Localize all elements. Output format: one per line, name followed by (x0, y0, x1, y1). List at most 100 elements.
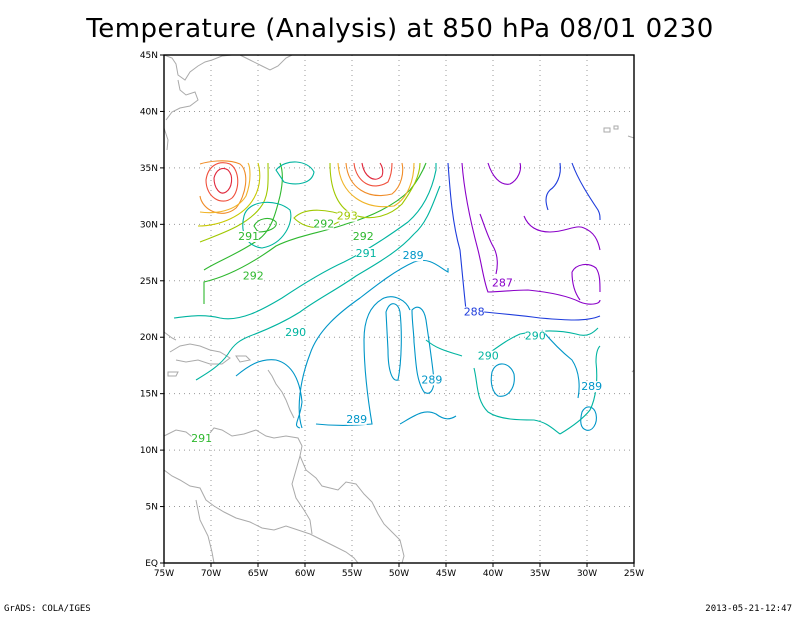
axis-ticks: 75W 70W 65W 60W 55W 50W 45W 40W 35W 30W 25W EQ 5N 10N… (140, 51, 644, 579)
y-tick-label: 40N (140, 107, 158, 117)
x-tick-label: 25W (624, 569, 644, 579)
contour-label-bg (525, 330, 546, 342)
puerto-rico-coast (235, 355, 252, 363)
contour-287-b (487, 162, 522, 185)
contour-287 (461, 162, 601, 305)
temperature-contours (173, 160, 601, 435)
north-america-coast (163, 54, 233, 151)
contour-label: 290 (525, 329, 546, 342)
contour-296 (205, 162, 239, 202)
contour-label-bg (421, 374, 442, 386)
contour-287-d (523, 215, 601, 251)
contour-289-b (315, 296, 411, 427)
y-tick-label: 25N (140, 277, 158, 287)
contour-286 (571, 263, 601, 301)
contour-label: 289 (421, 373, 442, 386)
contour-289-d (399, 411, 457, 425)
south-america-inland (163, 469, 359, 564)
contour-label: 290 (478, 350, 499, 363)
iberia-coast (627, 135, 635, 139)
contour-294-center (337, 162, 415, 208)
contour-297-center (361, 162, 384, 180)
y-tick-label: 30N (140, 220, 158, 230)
contour-label: 288 (464, 306, 485, 319)
contour-293-center (329, 162, 421, 219)
contour-290-c (425, 327, 599, 359)
y-tick-label: 20N (140, 333, 158, 343)
contour-292 (203, 162, 283, 271)
contour-label-bg (581, 381, 602, 393)
contour-297 (213, 167, 233, 194)
contour-label: 291 (238, 230, 259, 243)
lat-lon-grid (164, 55, 634, 563)
south-america-inland-3 (291, 455, 313, 535)
coastlines (163, 54, 635, 564)
x-tick-label: 50W (389, 569, 409, 579)
contour-label: 291 (191, 432, 212, 445)
contour-289-loop2 (580, 406, 597, 431)
contour-289-a (235, 259, 449, 429)
azores-island-2 (613, 125, 619, 130)
contour-287-c (479, 213, 498, 275)
x-tick-label: 55W (342, 569, 362, 579)
contour-label-bg (313, 218, 334, 230)
jamaica-coast (167, 371, 179, 377)
contour-289-c (411, 306, 435, 394)
footer-timestamp: 2013-05-21-12:47 (705, 604, 792, 614)
contour-289-loop (385, 303, 402, 381)
x-tick-label: 75W (154, 569, 174, 579)
contour-label-bg (238, 231, 259, 243)
cuba-coast (163, 331, 177, 341)
contour-label-bg (285, 326, 306, 338)
south-america-inland-2 (195, 499, 215, 564)
contour-295a (199, 160, 247, 214)
contour-label: 291 (356, 247, 377, 260)
footer-grads-credit: GrADS: COLA/IGES (4, 604, 91, 614)
contour-label: 290 (285, 326, 306, 339)
contour-label-bg (492, 277, 513, 289)
contour-label: 287 (492, 276, 513, 289)
contour-label-bg (356, 247, 377, 259)
nova-scotia-coast (239, 54, 293, 71)
south-america-coast (163, 427, 405, 564)
contour-label-bg (478, 350, 499, 362)
x-tick-label: 40W (483, 569, 503, 579)
y-tick-label: 5N (146, 503, 158, 513)
contour-label-bg (403, 250, 424, 262)
x-tick-label: 70W (201, 569, 221, 579)
azores-island (603, 127, 611, 133)
contour-295b (199, 162, 251, 214)
contour-288-c (571, 162, 601, 221)
y-tick-label: 15N (140, 390, 158, 400)
x-tick-label: 35W (530, 569, 550, 579)
contour-289-loop3 (490, 363, 515, 397)
contour-293 (199, 162, 269, 243)
y-tick-label: EQ (145, 559, 158, 569)
contour-295-center (345, 162, 404, 196)
contour-label: 292 (313, 218, 334, 231)
contour-label: 293 (337, 210, 358, 223)
contour-label-bg (243, 270, 264, 282)
contour-label: 289 (403, 249, 424, 262)
x-tick-label: 45W (436, 569, 456, 579)
contour-label-bg (346, 413, 367, 425)
x-tick-label: 65W (248, 569, 268, 579)
y-tick-label: 35N (140, 164, 158, 174)
contour-label: 292 (243, 270, 264, 283)
contour-296-center (353, 162, 393, 187)
contour-label-bg (337, 210, 358, 222)
lesser-antilles (267, 369, 295, 419)
contour-290-b (195, 185, 441, 381)
x-tick-label: 30W (577, 569, 597, 579)
contour-label-bg (191, 433, 212, 445)
contour-289-e (541, 329, 580, 399)
contour-294 (197, 162, 261, 227)
map-title: Temperature (Analysis) at 850 hPa 08/01 … (86, 14, 714, 44)
contour-label: 289 (346, 413, 367, 426)
contour-label: 289 (581, 380, 602, 393)
contour-label: 292 (353, 230, 374, 243)
contour-291-loop (253, 217, 277, 233)
contour-290-d (473, 367, 561, 435)
